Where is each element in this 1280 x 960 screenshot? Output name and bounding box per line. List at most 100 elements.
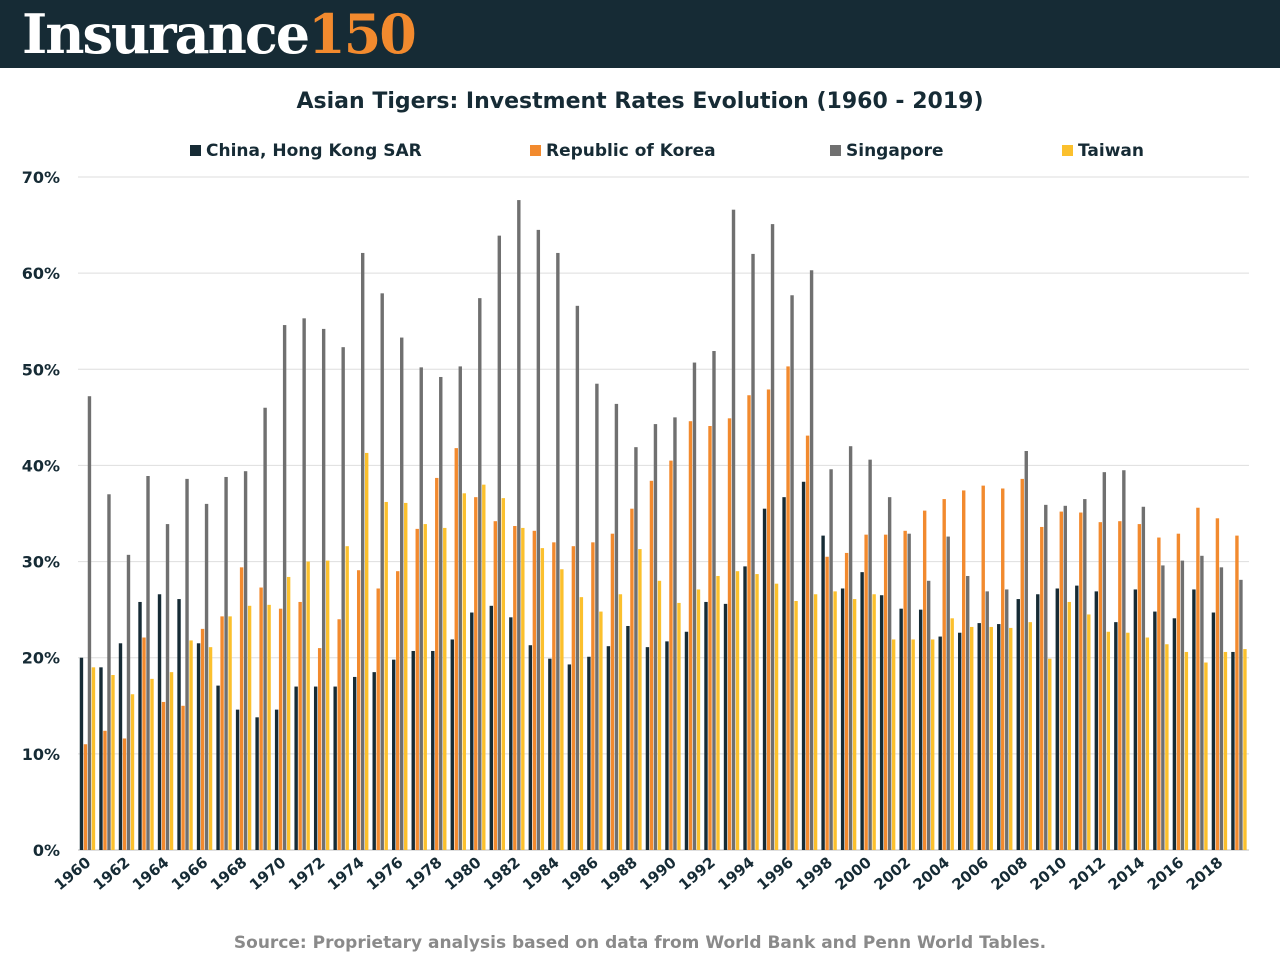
legend-swatch xyxy=(530,145,541,156)
bar xyxy=(833,591,837,850)
bar xyxy=(1176,533,1181,850)
bar xyxy=(259,587,263,850)
bar xyxy=(497,235,502,850)
bar xyxy=(638,549,642,850)
bar xyxy=(1079,512,1083,850)
bar xyxy=(235,709,240,850)
x-tick-label: 2000 xyxy=(831,853,875,894)
bar xyxy=(482,484,486,850)
y-tick-label: 10% xyxy=(22,745,60,764)
bar xyxy=(907,533,911,850)
bar xyxy=(891,639,896,850)
bar xyxy=(1184,651,1189,850)
bar xyxy=(985,591,989,850)
bar xyxy=(868,459,872,850)
bar xyxy=(618,594,623,850)
y-tick-label: 70% xyxy=(22,168,60,187)
bar xyxy=(333,686,337,850)
bar xyxy=(657,580,662,850)
bar xyxy=(1040,526,1044,850)
bar xyxy=(852,599,857,850)
x-tick-label: 2018 xyxy=(1183,853,1227,894)
bar xyxy=(150,678,154,850)
bar xyxy=(431,650,435,850)
bar xyxy=(1028,622,1032,850)
x-tick-label: 1994 xyxy=(714,853,758,894)
bar xyxy=(1067,601,1071,850)
bar xyxy=(1075,585,1079,850)
bar xyxy=(677,602,681,850)
bar xyxy=(126,554,131,850)
bar xyxy=(825,556,829,850)
x-tick-label: 1982 xyxy=(480,853,524,894)
bar xyxy=(704,601,708,850)
bar xyxy=(501,498,506,850)
bar xyxy=(930,639,935,850)
bar xyxy=(384,501,388,850)
bar xyxy=(958,632,962,850)
bar xyxy=(844,552,849,850)
bar xyxy=(575,305,580,850)
bar xyxy=(450,639,454,850)
bar xyxy=(1083,499,1087,850)
bar xyxy=(1106,631,1111,850)
y-tick-label: 40% xyxy=(22,456,60,475)
bar xyxy=(1157,537,1161,850)
x-tick-label: 2014 xyxy=(1105,853,1149,894)
bar xyxy=(458,366,462,850)
bar xyxy=(294,686,298,850)
bar xyxy=(189,640,193,850)
bar xyxy=(645,647,650,850)
legend-swatch xyxy=(830,145,841,156)
bar xyxy=(196,643,201,850)
y-tick-label: 60% xyxy=(22,264,60,283)
bar xyxy=(922,510,927,850)
legend-label: Singapore xyxy=(846,141,944,161)
bar xyxy=(1036,594,1040,850)
bar xyxy=(298,601,302,850)
bar xyxy=(103,730,107,850)
bar xyxy=(1161,565,1165,850)
bar xyxy=(1133,589,1138,850)
bar xyxy=(649,480,654,850)
bar xyxy=(712,351,716,850)
bar xyxy=(462,493,466,850)
bar xyxy=(454,448,458,850)
chart-gridlines xyxy=(78,176,1249,755)
bar xyxy=(782,497,786,850)
x-tick-label: 1998 xyxy=(792,853,836,894)
bar xyxy=(770,224,775,851)
bar xyxy=(239,567,244,850)
x-tick-label: 1970 xyxy=(246,853,290,894)
bar xyxy=(274,709,279,850)
bar xyxy=(91,667,96,850)
y-axis: 0% 10% 20% 30% 40% 50% 60% 70% xyxy=(22,168,1249,860)
bar xyxy=(981,485,985,850)
bar xyxy=(883,534,888,850)
bar xyxy=(821,535,825,850)
bar xyxy=(848,446,853,850)
bar xyxy=(356,570,361,850)
bar xyxy=(669,460,673,850)
x-tick-label: 2012 xyxy=(1066,853,1110,894)
bar xyxy=(521,527,525,850)
bar xyxy=(774,583,779,850)
bar xyxy=(478,298,482,850)
bar xyxy=(1192,589,1196,850)
bar xyxy=(962,490,966,850)
bar xyxy=(1020,478,1024,850)
x-tick-label: 1986 xyxy=(558,853,602,894)
bar xyxy=(1172,618,1177,850)
x-tick-label: 2008 xyxy=(988,853,1032,894)
bar xyxy=(376,588,380,850)
x-tick-label: 1962 xyxy=(90,853,134,894)
bar xyxy=(786,366,790,850)
bar xyxy=(532,530,537,850)
bar xyxy=(977,623,981,850)
bar xyxy=(1204,662,1208,850)
x-tick-label: 1988 xyxy=(597,853,641,894)
bar xyxy=(1044,504,1048,850)
x-tick-label: 1968 xyxy=(207,853,251,894)
bar xyxy=(352,676,357,850)
bar xyxy=(528,645,533,850)
